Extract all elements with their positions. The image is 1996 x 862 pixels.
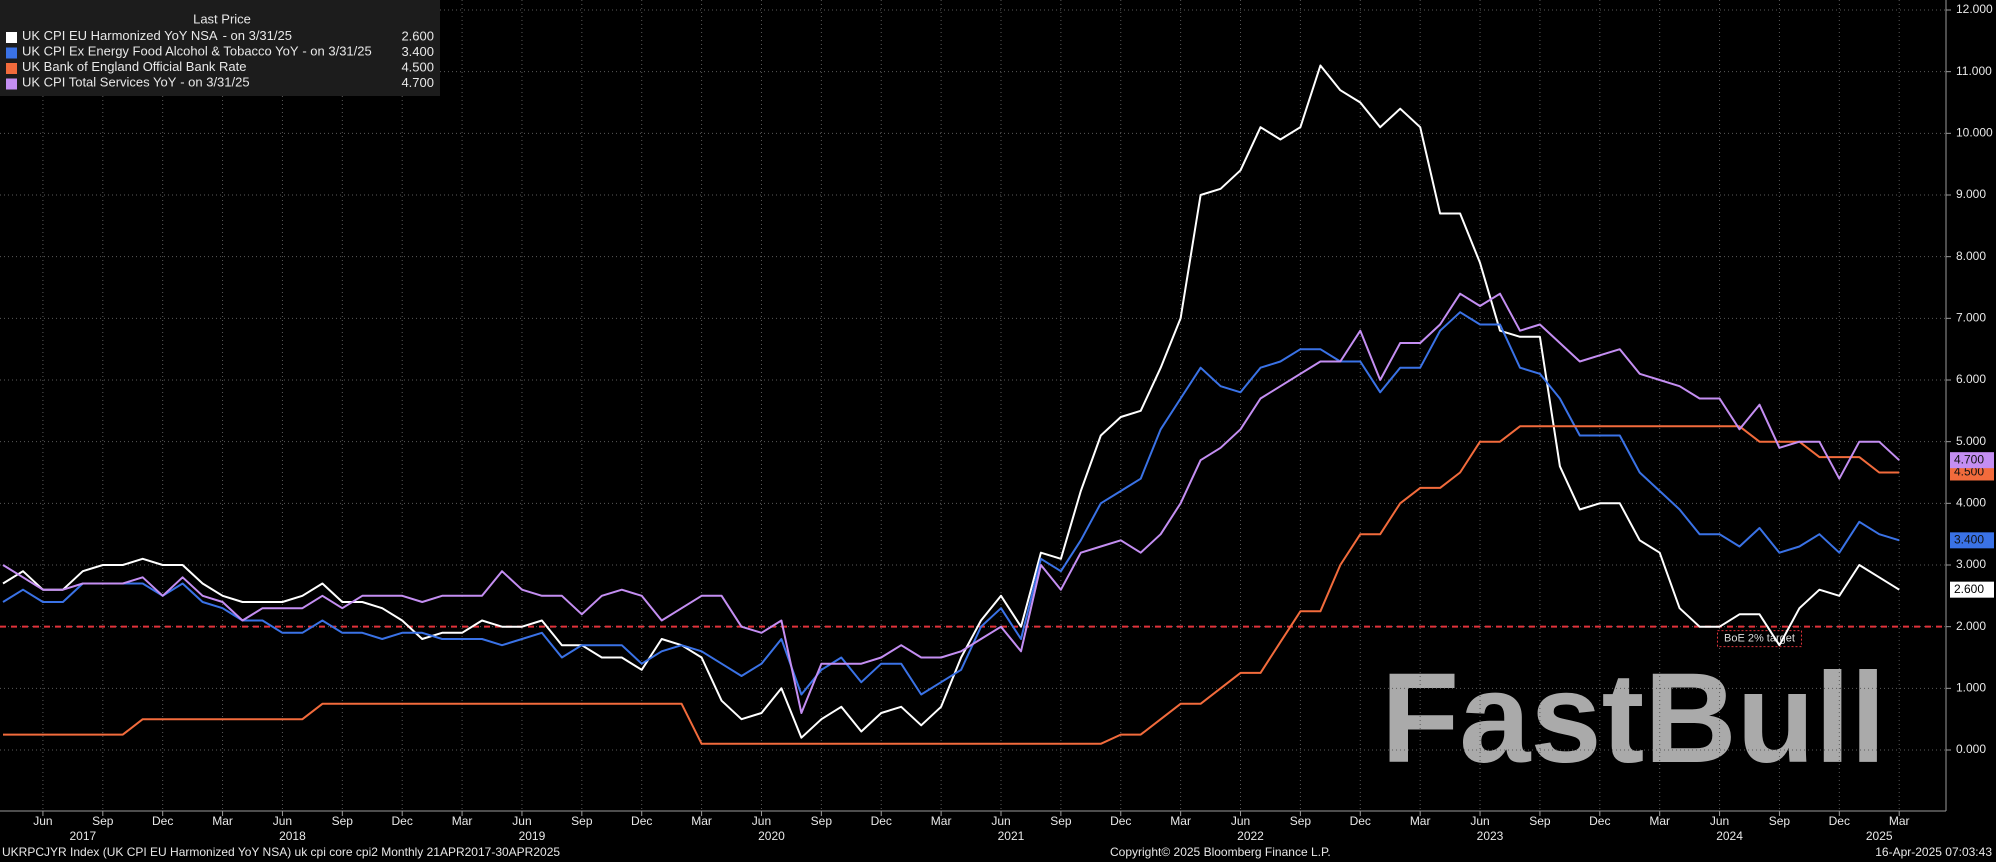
x-tick-label: Jun bbox=[273, 814, 292, 828]
x-tick-label: Jun bbox=[33, 814, 52, 828]
year-label: 2025 bbox=[1866, 829, 1893, 843]
y-tick-label: 11.000 bbox=[1956, 64, 1992, 78]
x-tick-label: Mar bbox=[1170, 814, 1191, 828]
price-tag-label: 4.700 bbox=[1954, 452, 1984, 466]
footer-right: 16-Apr-2025 07:03:43 bbox=[1875, 845, 1992, 859]
y-tick-label: 0.000 bbox=[1956, 742, 1986, 756]
x-tick-label: Sep bbox=[811, 814, 833, 828]
y-tick-label: 8.000 bbox=[1956, 249, 1986, 263]
legend-label: UK CPI EU Harmonized YoY NSA - on 3/31/25 bbox=[22, 28, 292, 43]
price-tag bbox=[1950, 464, 1994, 481]
legend-date: - on 3/31/25 bbox=[302, 44, 371, 59]
x-tick-label: Dec bbox=[1110, 814, 1131, 828]
legend-label: UK CPI Total Services YoY - on 3/31/25 bbox=[22, 75, 250, 90]
legend-label: UK CPI Ex Energy Food Alcohol & Tobacco … bbox=[22, 44, 372, 59]
x-tick-label: Dec bbox=[1350, 814, 1371, 828]
legend-swatch bbox=[6, 47, 17, 59]
price-tag-label: 4.500 bbox=[1954, 465, 1984, 479]
legend-last-price: 2.600 bbox=[401, 28, 434, 43]
x-tick-label: Mar bbox=[212, 814, 233, 828]
legend: UK CPI EU Harmonized YoY NSA - on 3/31/25… bbox=[6, 28, 434, 90]
x-tick-label: Mar bbox=[1649, 814, 1670, 828]
series-line bbox=[2, 64, 1900, 739]
series-line bbox=[2, 311, 1900, 696]
price-tag bbox=[1950, 452, 1994, 469]
x-tick-label: Sep bbox=[1529, 814, 1551, 828]
x-tick-label: Mar bbox=[691, 814, 712, 828]
x-tick-label: Sep bbox=[571, 814, 593, 828]
y-tick-label: 3.000 bbox=[1956, 557, 1986, 571]
x-tick-label: Sep bbox=[332, 814, 354, 828]
x-tick-label: Jun bbox=[991, 814, 1010, 828]
legend-date: - on 3/31/25 bbox=[180, 75, 249, 90]
y-tick-label: 7.000 bbox=[1956, 311, 1986, 325]
x-tick-label: Mar bbox=[1889, 814, 1910, 828]
year-label: 2024 bbox=[1716, 829, 1743, 843]
x-tick-label: Sep bbox=[1769, 814, 1791, 828]
watermark: FastBull bbox=[1381, 647, 1886, 790]
year-label: 2019 bbox=[519, 829, 546, 843]
price-tag bbox=[1950, 581, 1994, 598]
year-label: 2018 bbox=[279, 829, 306, 843]
y-tick-label: 12.000 bbox=[1956, 2, 1993, 16]
x-tick-label: Jun bbox=[512, 814, 531, 828]
x-tick-label: Dec bbox=[871, 814, 892, 828]
x-tick-label: Sep bbox=[92, 814, 114, 828]
y-tick-label: 9.000 bbox=[1956, 187, 1986, 201]
plot: BoE 2% target bbox=[0, 64, 1946, 745]
x-tick-label: Dec bbox=[392, 814, 413, 828]
x-tick-label: Dec bbox=[631, 814, 652, 828]
legend-date: - on 3/31/25 bbox=[223, 28, 292, 43]
x-tick-label: Mar bbox=[1410, 814, 1431, 828]
legend-header: Last Price bbox=[193, 11, 251, 26]
legend-swatch bbox=[6, 63, 17, 74]
year-label: 2022 bbox=[1237, 829, 1264, 843]
price-tag bbox=[1950, 532, 1994, 549]
year-label: 2021 bbox=[998, 829, 1025, 843]
legend-last-price: 4.500 bbox=[401, 59, 434, 74]
legend-last-price: 3.400 bbox=[401, 44, 434, 59]
x-tick-label: Dec bbox=[1589, 814, 1610, 828]
x-tick-label: Jun bbox=[1710, 814, 1729, 828]
legend-box bbox=[0, 0, 440, 96]
y-tick-label: 10.000 bbox=[1956, 126, 1993, 140]
legend-name: UK CPI Ex Energy Food Alcohol & Tobacco … bbox=[22, 44, 299, 59]
x-tick-label: Mar bbox=[931, 814, 952, 828]
x-tick-label: Jun bbox=[1231, 814, 1250, 828]
x-tick-label: Jun bbox=[1470, 814, 1489, 828]
y-tick-label: 2.000 bbox=[1956, 619, 1986, 633]
footer-center: Copyright© 2025 Bloomberg Finance L.P. bbox=[1110, 845, 1331, 859]
legend-label: UK Bank of England Official Bank Rate bbox=[22, 59, 247, 74]
price-tag-label: 2.600 bbox=[1954, 582, 1984, 596]
legend-name: UK CPI EU Harmonized YoY NSA bbox=[22, 28, 218, 43]
x-tick-label: Sep bbox=[1290, 814, 1312, 828]
x-tick-label: Mar bbox=[452, 814, 473, 828]
y-tick-label: 1.000 bbox=[1956, 681, 1986, 695]
legend-swatch bbox=[6, 78, 17, 90]
price-tag-label: 3.400 bbox=[1954, 533, 1984, 547]
year-label: 2023 bbox=[1477, 829, 1504, 843]
y-tick-label: 6.000 bbox=[1956, 372, 1986, 386]
series-line bbox=[2, 292, 1900, 714]
y-tick-label: 5.000 bbox=[1956, 434, 1986, 448]
axes: 0.000 1.000 2.000 3.000 4.000 5.000 6.000 7.000… bbox=[33, 2, 1994, 843]
legend-last-price: 4.700 bbox=[401, 75, 434, 90]
legend-name: UK CPI Total Services YoY bbox=[22, 75, 177, 90]
y-tick-label: 4.000 bbox=[1956, 496, 1986, 510]
x-tick-label: Dec bbox=[1829, 814, 1850, 828]
legend-swatch bbox=[6, 32, 17, 43]
footer-left: UKRPCJYR Index (UK CPI EU Harmonized YoY… bbox=[2, 845, 560, 859]
series-line bbox=[3, 425, 1900, 745]
x-tick-label: Jun bbox=[752, 814, 771, 828]
x-tick-label: Dec bbox=[152, 814, 173, 828]
year-label: 2017 bbox=[69, 829, 96, 843]
legend-name: UK Bank of England Official Bank Rate bbox=[22, 59, 247, 74]
x-tick-label: Sep bbox=[1050, 814, 1072, 828]
year-label: 2020 bbox=[758, 829, 785, 843]
